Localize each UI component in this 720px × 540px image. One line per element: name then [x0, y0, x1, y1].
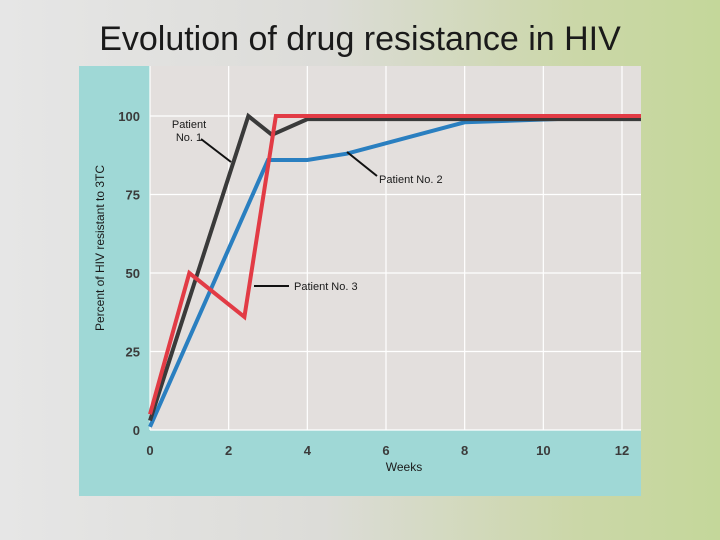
y-tick-label: 75 [126, 188, 140, 203]
x-tick-label: 4 [304, 443, 312, 458]
series-label-patient1: Patient No. 1 [172, 119, 206, 144]
chart-figure: 0 2 4 6 8 10 12 0 25 50 75 100 Weeks Percent of HIV r… [79, 66, 641, 496]
x-tick-label: 6 [382, 443, 389, 458]
x-tick-label: 8 [461, 443, 468, 458]
x-tick-label: 10 [536, 443, 550, 458]
series-label-patient2: Patient No. 2 [379, 174, 443, 186]
x-tick-label: 2 [225, 443, 232, 458]
series-line-patient2 [148, 114, 641, 428]
y-tick-label: 25 [126, 345, 140, 360]
leader-line-patient1 [200, 138, 232, 163]
x-axis-title: Weeks [386, 460, 422, 474]
y-tick-label: 50 [126, 266, 140, 281]
plot-background [150, 66, 641, 430]
line-chart: 0 2 4 6 8 10 12 0 25 50 75 100 Weeks Percent of HIV r… [93, 66, 641, 474]
series-label-patient3: Patient No. 3 [294, 281, 358, 293]
x-tick-label: 0 [146, 443, 153, 458]
series-line-patient3 [148, 114, 641, 415]
y-axis-title: Percent of HIV resistant to 3TC [93, 165, 107, 331]
y-tick-label: 100 [118, 109, 140, 124]
x-tick-label: 12 [615, 443, 629, 458]
leader-line-patient2 [346, 151, 378, 177]
y-tick-label: 0 [133, 423, 140, 438]
slide-title: Evolution of drug resistance in HIV [99, 20, 621, 58]
